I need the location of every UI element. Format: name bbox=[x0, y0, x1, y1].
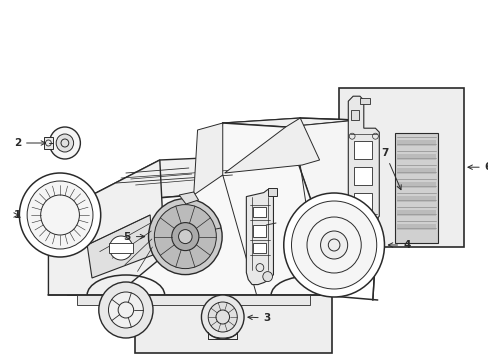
Circle shape bbox=[20, 173, 101, 257]
Text: 7: 7 bbox=[381, 148, 401, 190]
Polygon shape bbox=[77, 295, 309, 305]
Bar bbox=[253, 225, 265, 237]
Bar bbox=[338, 88, 463, 247]
Text: 3: 3 bbox=[247, 313, 270, 323]
Circle shape bbox=[148, 199, 222, 275]
Circle shape bbox=[320, 231, 347, 259]
Text: 2: 2 bbox=[14, 138, 45, 148]
Circle shape bbox=[108, 292, 143, 328]
Bar bbox=[353, 193, 371, 211]
Circle shape bbox=[262, 271, 272, 282]
Circle shape bbox=[201, 295, 244, 339]
Bar bbox=[396, 154, 435, 160]
Circle shape bbox=[27, 181, 93, 249]
Polygon shape bbox=[224, 118, 319, 173]
Bar bbox=[350, 110, 358, 120]
Bar bbox=[359, 98, 369, 104]
Bar bbox=[267, 188, 277, 195]
Text: 6: 6 bbox=[467, 162, 488, 172]
Bar bbox=[396, 168, 435, 174]
Polygon shape bbox=[73, 155, 271, 205]
Text: 1: 1 bbox=[14, 210, 21, 220]
Circle shape bbox=[56, 134, 74, 152]
Circle shape bbox=[178, 230, 192, 244]
Bar bbox=[396, 182, 435, 188]
Circle shape bbox=[99, 282, 153, 338]
Polygon shape bbox=[246, 190, 273, 285]
Circle shape bbox=[291, 201, 376, 289]
Text: 4: 4 bbox=[387, 240, 409, 250]
Polygon shape bbox=[48, 123, 319, 295]
Bar bbox=[396, 224, 435, 230]
Text: 5: 5 bbox=[123, 231, 144, 242]
Bar bbox=[43, 137, 53, 149]
Bar bbox=[135, 175, 331, 353]
Bar bbox=[396, 210, 435, 216]
Bar bbox=[394, 133, 437, 243]
Bar bbox=[396, 196, 435, 202]
Circle shape bbox=[109, 236, 132, 260]
Bar bbox=[353, 141, 371, 159]
Polygon shape bbox=[193, 123, 223, 195]
Polygon shape bbox=[87, 215, 153, 278]
Bar bbox=[109, 243, 132, 253]
Polygon shape bbox=[193, 118, 300, 195]
Polygon shape bbox=[347, 96, 379, 220]
Circle shape bbox=[49, 127, 80, 159]
Circle shape bbox=[283, 193, 384, 297]
Bar bbox=[253, 243, 265, 253]
Polygon shape bbox=[223, 118, 358, 127]
Polygon shape bbox=[48, 160, 164, 295]
Bar bbox=[396, 140, 435, 146]
Bar bbox=[253, 207, 265, 217]
Circle shape bbox=[208, 302, 237, 332]
Polygon shape bbox=[285, 120, 377, 225]
Polygon shape bbox=[179, 192, 198, 204]
Bar bbox=[353, 167, 371, 185]
Circle shape bbox=[154, 204, 216, 269]
Circle shape bbox=[171, 222, 199, 251]
